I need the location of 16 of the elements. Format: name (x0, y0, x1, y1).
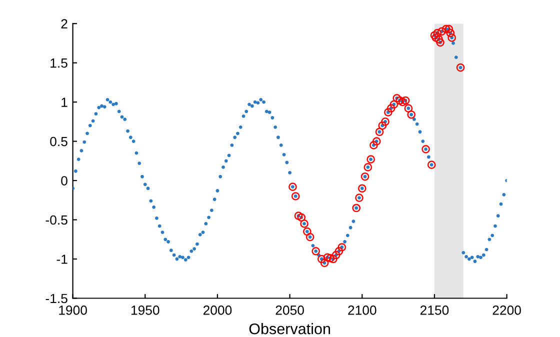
x-tick-label: 2100 (348, 306, 376, 315)
y-tick-label: 0.5 (50, 136, 68, 146)
y-tick-label: 0 (61, 176, 68, 186)
x-tick-label: 2050 (276, 306, 304, 315)
x-tick-label: 1950 (131, 306, 160, 315)
y-tick-label: 2 (61, 19, 68, 28)
y-tick-label: 1 (62, 98, 68, 107)
x-tick-label: 1900 (59, 306, 87, 315)
x-axis-title: Observation (249, 323, 330, 334)
y-tick-label: -1 (56, 254, 68, 264)
y-tick-label: -1.5 (46, 294, 68, 304)
y-tick-label: -0.5 (46, 215, 68, 225)
y-tick-label: 1.5 (50, 58, 68, 68)
x-tick-label: 2150 (420, 306, 449, 315)
x-tick-label: 2200 (492, 306, 521, 315)
x-tick-label: 2000 (203, 306, 232, 315)
